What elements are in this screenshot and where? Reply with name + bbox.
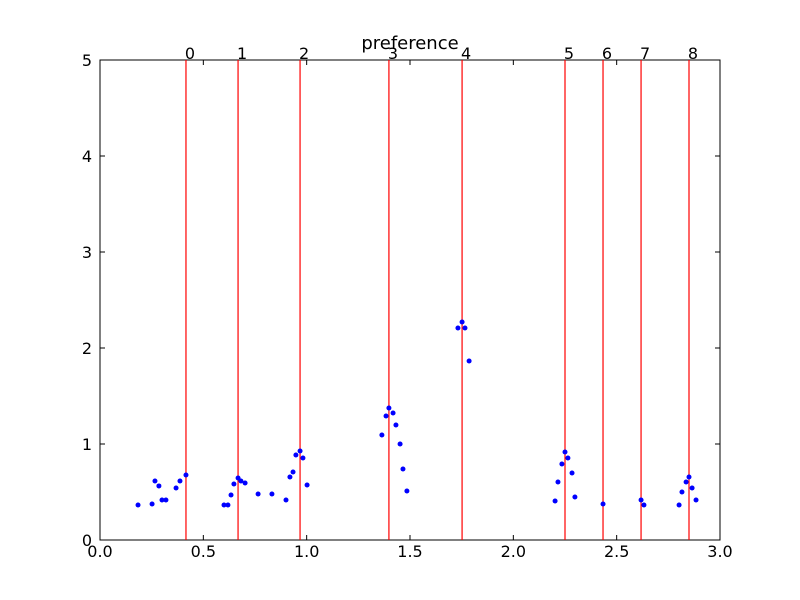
point: [135, 502, 141, 508]
marker-label: 6: [602, 44, 612, 63]
y-tick-label: 4: [82, 147, 92, 166]
point: [686, 474, 692, 480]
marker-label: 2: [299, 44, 309, 63]
x-tick-label: 3.0: [707, 542, 732, 561]
point: [641, 502, 647, 508]
point: [177, 478, 183, 484]
point: [221, 502, 227, 508]
y-tick-label: 2: [82, 339, 92, 358]
point: [379, 432, 385, 438]
point: [231, 481, 237, 487]
point: [638, 497, 644, 503]
point: [569, 470, 575, 476]
y-tick-label: 3: [82, 243, 92, 262]
y-tick-label: 5: [82, 51, 92, 70]
point: [156, 483, 162, 489]
marker-label: 4: [461, 44, 471, 63]
point: [565, 455, 571, 461]
point: [562, 449, 568, 455]
point: [163, 497, 169, 503]
point: [404, 488, 410, 494]
x-tick-label: 1.5: [397, 542, 422, 561]
point: [397, 441, 403, 447]
point: [300, 455, 306, 461]
marker-label: 8: [688, 44, 698, 63]
point: [466, 358, 472, 364]
x-tick-label: 2.0: [501, 542, 526, 561]
point: [572, 494, 578, 500]
point: [149, 501, 155, 507]
point: [152, 478, 158, 484]
marker-label: 7: [640, 44, 650, 63]
point: [386, 405, 392, 411]
point: [242, 480, 248, 486]
point: [459, 319, 465, 325]
point: [293, 452, 299, 458]
x-tick-label: 1.0: [294, 542, 319, 561]
point: [393, 422, 399, 428]
point: [290, 469, 296, 475]
point: [559, 461, 565, 467]
point: [552, 498, 558, 504]
marker-label: 1: [237, 44, 247, 63]
point: [228, 492, 234, 498]
point: [676, 502, 682, 508]
y-tick-label: 1: [82, 435, 92, 454]
point: [173, 485, 179, 491]
point: [555, 479, 561, 485]
x-tick-label: 0.0: [87, 542, 112, 561]
point: [304, 482, 310, 488]
point: [297, 448, 303, 454]
marker-label: 3: [388, 44, 398, 63]
point: [255, 491, 261, 497]
marker-label: 0: [185, 44, 195, 63]
point: [283, 497, 289, 503]
point: [600, 501, 606, 507]
point: [693, 497, 699, 503]
plot-area: [99, 59, 721, 541]
point: [683, 479, 689, 485]
y-tick-label: 0: [82, 531, 92, 550]
point: [383, 413, 389, 419]
point: [225, 502, 231, 508]
point: [679, 489, 685, 495]
point: [400, 466, 406, 472]
x-tick-label: 2.5: [604, 542, 629, 561]
point: [689, 485, 695, 491]
marker-label: 5: [564, 44, 574, 63]
point: [269, 491, 275, 497]
point: [390, 410, 396, 416]
point: [462, 325, 468, 331]
point: [159, 497, 165, 503]
chart-title: preference: [361, 33, 458, 54]
x-tick-label: 0.5: [191, 542, 216, 561]
point: [238, 478, 244, 484]
point: [287, 474, 293, 480]
point: [183, 472, 189, 478]
point: [455, 325, 461, 331]
